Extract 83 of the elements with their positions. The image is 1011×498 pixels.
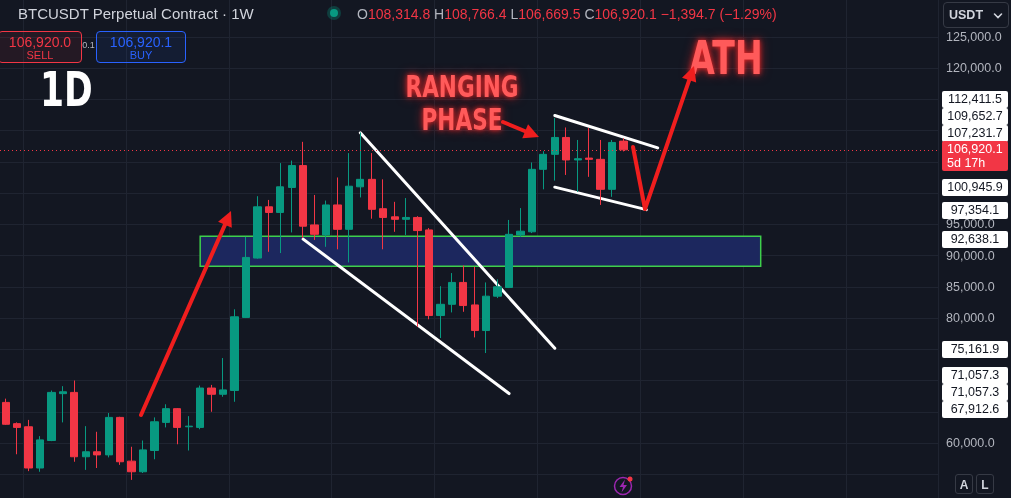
log-scale-button: L: [976, 474, 994, 494]
text: 97,354.1: [942, 201, 1008, 219]
candlestick: [139, 440, 147, 474]
buy-button: 106,920.1 BUY: [96, 31, 186, 63]
text: 71,057.3: [942, 383, 1008, 401]
annotation: 106,920.0: [7, 34, 73, 50]
text: 112,411.5: [942, 90, 1008, 108]
candlestick: [196, 385, 204, 430]
candlestick: [551, 117, 559, 182]
y-tick-label: 90,000.0: [946, 248, 995, 263]
candlestick: [276, 162, 284, 254]
ref-line-label: 106,920.1 5d 17h: [942, 140, 1008, 171]
candlestick: [288, 160, 296, 233]
candlestick: [230, 308, 239, 403]
candlestick: [127, 446, 136, 481]
text: 100,945.9: [942, 178, 1008, 196]
y-tick-label: 120,000.0: [946, 61, 1002, 76]
candlestick: [24, 419, 33, 472]
annotation: RANGING PHASE: [405, 69, 519, 137]
candlestick: [2, 398, 10, 426]
candlestick: [93, 431, 101, 469]
candlestick: [207, 384, 216, 413]
candlestick: [516, 207, 525, 238]
candlestick: [265, 199, 273, 253]
candlestick: [333, 176, 342, 250]
candlestick: [482, 281, 490, 354]
annotation: 106,920.1: [108, 34, 174, 50]
text: 67,912.6: [942, 400, 1008, 418]
candlestick: [368, 152, 376, 220]
annotation: SELL: [25, 49, 55, 61]
y-tick-label: 60,000.0: [946, 436, 995, 451]
text: 75,161.9: [942, 340, 1008, 358]
chart-subtitle: O108,314.8 H108,766.4 L106,669.5 C106,920.1 −1,394.7 (−1.29%): [357, 6, 777, 22]
text: 92,638.1: [942, 230, 1008, 248]
candlestick: [310, 194, 319, 241]
currency-dropdown: USDT: [943, 2, 1009, 28]
candlestick: [47, 390, 56, 442]
candlestick: [105, 412, 113, 458]
candlestick: [436, 285, 445, 339]
text: 107,231.7: [942, 124, 1008, 142]
candlestick: [448, 272, 456, 313]
candlestick: [528, 161, 536, 234]
candlestick: [574, 139, 582, 193]
candlestick: [59, 385, 67, 423]
candlestick: [493, 278, 502, 299]
candlestick: [379, 178, 387, 250]
candlestick: [391, 201, 399, 233]
y-tick-label: 80,000.0: [946, 311, 995, 326]
candlestick: [425, 227, 433, 320]
candlestick: [402, 197, 410, 236]
candlestick: [162, 403, 170, 428]
candlestick: [322, 200, 330, 248]
candlestick: [345, 152, 353, 263]
candlestick: [36, 435, 44, 473]
auto-scale-button: A: [955, 474, 973, 494]
annotation: 0.1: [81, 40, 96, 50]
candlestick: [116, 416, 124, 466]
candlestick: [253, 195, 262, 260]
candlestick: [459, 265, 467, 313]
annotation: 1D: [40, 61, 93, 117]
chart-title: BTCUSDT Perpetual Contract · 1W: [18, 5, 254, 22]
annotation: ATH: [689, 31, 763, 85]
candlestick: [219, 357, 227, 398]
y-tick-label: 95,000.0: [946, 217, 995, 232]
candlestick: [82, 425, 90, 471]
candlestick: [185, 415, 193, 452]
annotation: BUY: [128, 49, 154, 61]
candlestick: [356, 131, 364, 198]
text: 109,652.7: [942, 107, 1008, 125]
candlestick: [242, 236, 250, 319]
candlestick: [413, 215, 422, 328]
candlestick: [173, 407, 181, 445]
candlestick: [505, 219, 513, 289]
candlestick: [608, 139, 616, 198]
candlestick: [539, 150, 547, 190]
y-tick-label: 125,000.0: [946, 29, 1002, 44]
candlestick: [150, 416, 159, 460]
text: 71,057.3: [942, 366, 1008, 384]
candlestick: [70, 380, 78, 463]
candlestick: [13, 421, 21, 455]
sell-button: 106,920.0 SELL: [0, 31, 82, 63]
y-tick-label: 85,000.0: [946, 279, 995, 294]
candlestick: [471, 266, 479, 338]
